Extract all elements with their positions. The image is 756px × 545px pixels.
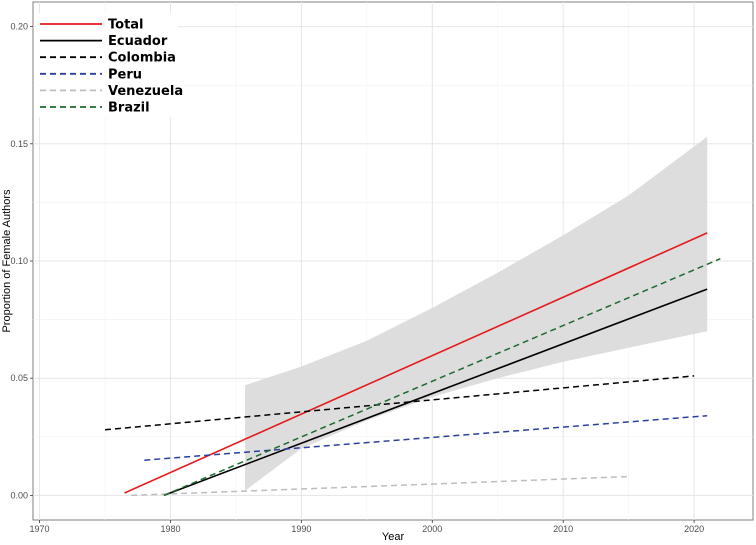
y-tick-label: 0.20 xyxy=(10,22,28,32)
x-tick-label: 2010 xyxy=(553,524,573,534)
x-tick-label: 1990 xyxy=(291,524,311,534)
y-axis-title: Proportion of Female Authors xyxy=(1,189,13,333)
x-tick-label: 1980 xyxy=(160,524,180,534)
series-line-venezuela xyxy=(131,475,629,497)
x-axis-title: Year xyxy=(382,531,405,543)
confidence-band-layer xyxy=(245,136,708,491)
series-line-peru xyxy=(144,414,708,461)
series-line-ecuador xyxy=(163,288,708,497)
confidence-band-ecuador xyxy=(245,136,708,491)
x-axis-ticks: 1970 1980 1990 2000 2010 2020 xyxy=(30,520,704,534)
legend-label-peru: Peru xyxy=(108,67,142,82)
series-lines-layer xyxy=(104,232,721,497)
series-line-total xyxy=(124,232,708,494)
legend-label-total: Total xyxy=(108,18,144,33)
y-tick-label: 0.10 xyxy=(10,256,28,266)
legend-label-colombia: Colombia xyxy=(108,51,176,66)
x-tick-label: 1970 xyxy=(30,524,50,534)
x-tick-label: 2000 xyxy=(422,524,442,534)
legend-label-brazil: Brazil xyxy=(108,101,150,116)
y-tick-label: 0.05 xyxy=(10,373,28,383)
series-line-colombia xyxy=(104,375,695,431)
legend-background xyxy=(36,13,178,117)
legend-label-ecuador: Ecuador xyxy=(108,34,168,49)
y-axis-ticks: 0.00 0.05 0.10 0.15 0.20 xyxy=(10,22,33,500)
y-tick-label: 0.00 xyxy=(10,490,28,500)
x-tick-label: 2020 xyxy=(684,524,704,534)
legend-label-venezuela: Venezuela xyxy=(108,84,183,99)
y-tick-label: 0.15 xyxy=(10,139,28,149)
series-line-brazil xyxy=(163,258,721,497)
